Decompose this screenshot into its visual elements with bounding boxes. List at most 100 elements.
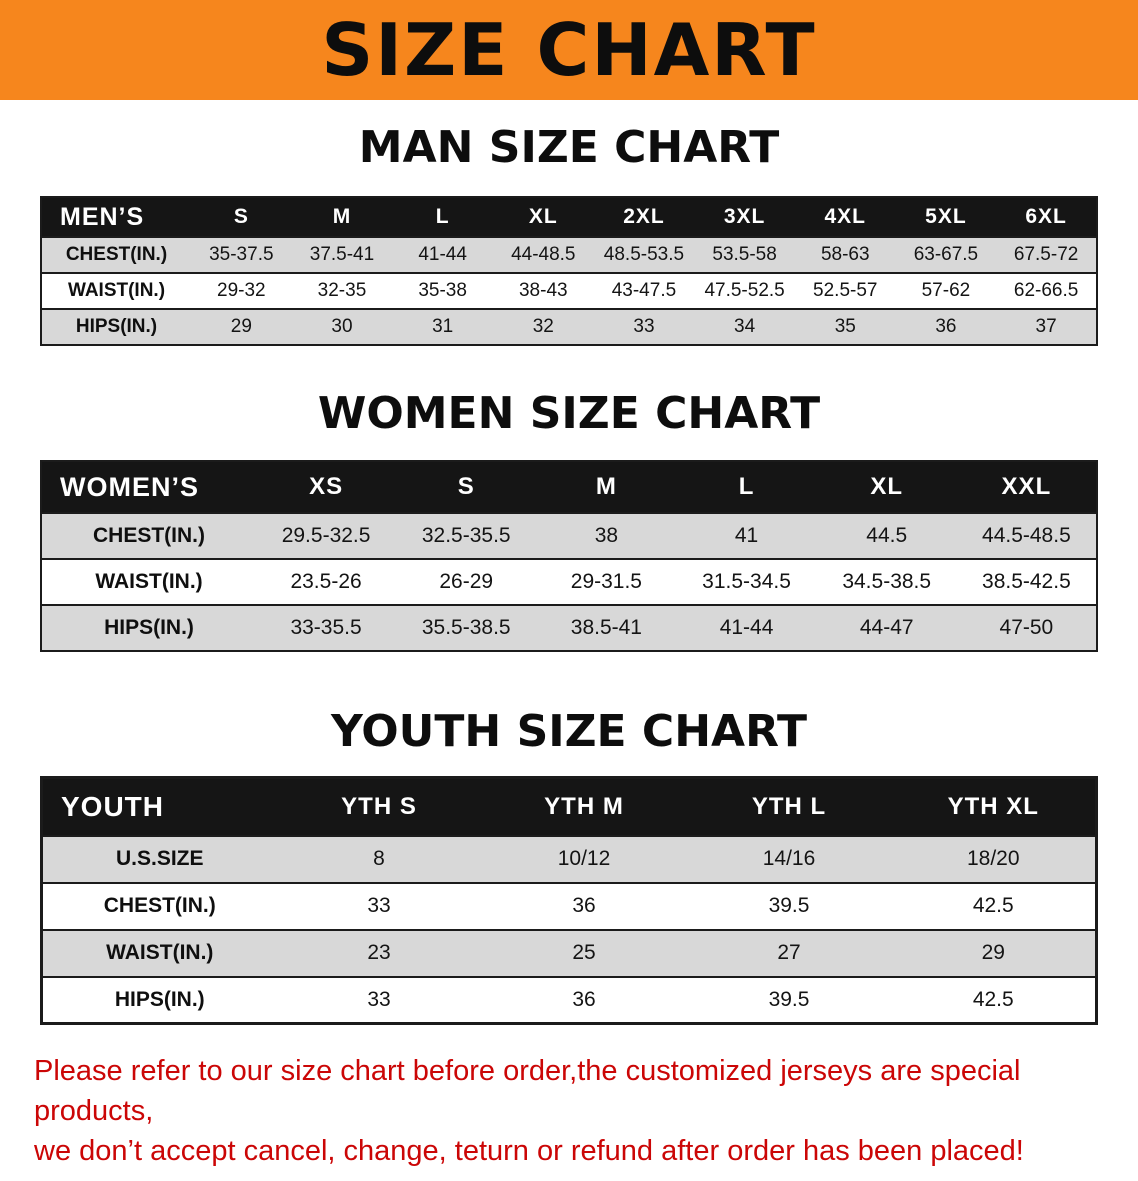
row-label: CHEST(IN.) bbox=[103, 894, 216, 917]
size-header-cell: XL bbox=[816, 461, 957, 513]
size-value-cell: 25 bbox=[572, 941, 596, 964]
size-header-cell: XL bbox=[492, 197, 594, 237]
size-value-cell: 36 bbox=[572, 987, 596, 1011]
size-value-cell: 29-32 bbox=[217, 280, 266, 301]
disclaimer: Please refer to our size chart before or… bbox=[34, 1051, 1104, 1171]
size-value-cell: 47.5-52.5 bbox=[704, 280, 785, 301]
youth-section: YOUTH SIZE CHART YOUTH YTH S YTH M YTH L YTH… bbox=[0, 710, 1138, 1025]
size-value-cell: 53.5-58 bbox=[712, 244, 777, 265]
size-header-cell: 6XL bbox=[996, 197, 1097, 237]
size-value-cell: 27 bbox=[777, 941, 801, 964]
size-value-cell: 29 bbox=[230, 316, 252, 337]
size-value-cell: 37.5-41 bbox=[309, 244, 375, 265]
table-row: HIPS(IN.) 33 36 39.5 42.5 bbox=[41, 976, 1097, 1024]
size-value-cell: 52.5-57 bbox=[813, 280, 878, 301]
size-header-cell: L bbox=[392, 197, 493, 237]
size-value-cell: 33-35.5 bbox=[290, 616, 362, 639]
size-header-cell: 3XL bbox=[694, 197, 795, 237]
row-label: HIPS(IN.) bbox=[104, 616, 194, 639]
table-title-cell: YOUTH bbox=[41, 777, 277, 836]
disclaimer-line-1: Please refer to our size chart before or… bbox=[34, 1055, 1021, 1127]
table-header-row: MEN’S S M L XL 2XL 3XL 4XL 5XL 6XL bbox=[41, 197, 1097, 237]
men-size-table: MEN’S S M L XL 2XL 3XL 4XL 5XL 6XL CHEST(IN.) 35-37… bbox=[40, 196, 1098, 346]
row-label: WAIST(IN.) bbox=[95, 570, 203, 593]
size-value-cell: 26-29 bbox=[439, 570, 494, 593]
size-value-cell: 62-66.5 bbox=[1013, 280, 1079, 301]
size-value-cell: 44.5 bbox=[866, 524, 908, 547]
size-value-cell: 44-47 bbox=[859, 616, 914, 639]
size-value-cell: 18/20 bbox=[966, 847, 1020, 870]
table-row: WAIST(IN.) 23.5-26 26-29 29-31.5 31.5-34.5 34… bbox=[41, 559, 1097, 605]
size-value-cell: 29-31.5 bbox=[570, 570, 642, 593]
size-value-cell: 29.5-32.5 bbox=[281, 524, 371, 547]
size-value-cell: 36 bbox=[935, 316, 957, 337]
size-header-cell: S bbox=[396, 461, 537, 513]
size-header-cell: 2XL bbox=[593, 197, 695, 237]
men-section: MAN SIZE CHART MEN’S S M L XL 2XL 3XL 4XL 5XL 6XL… bbox=[0, 126, 1138, 346]
size-value-cell: 14/16 bbox=[762, 847, 816, 870]
table-row: HIPS(IN.) 29 30 31 32 33 34 35 36 37 bbox=[41, 309, 1097, 345]
men-section-title: MAN SIZE CHART bbox=[358, 122, 780, 173]
size-header-cell: XS bbox=[256, 461, 397, 513]
size-value-cell: 42.5 bbox=[972, 987, 1014, 1011]
row-label: CHEST(IN.) bbox=[65, 244, 168, 265]
size-value-cell: 47-50 bbox=[999, 616, 1054, 639]
size-value-cell: 30 bbox=[331, 316, 353, 337]
size-value-cell: 10/12 bbox=[557, 847, 611, 870]
size-header-cell: L bbox=[676, 461, 817, 513]
table-header-row: YOUTH YTH S YTH M YTH L YTH XL bbox=[41, 777, 1097, 836]
table-row: U.S.SIZE 8 10/12 14/16 18/20 bbox=[41, 835, 1097, 883]
size-header-cell: YTH M bbox=[481, 777, 687, 836]
size-value-cell: 23 bbox=[367, 941, 391, 964]
size-value-cell: 67.5-72 bbox=[1013, 244, 1079, 265]
size-value-cell: 8 bbox=[373, 847, 385, 870]
youth-section-title: YOUTH SIZE CHART bbox=[330, 706, 807, 757]
page-title: SIZE CHART bbox=[321, 8, 817, 92]
size-value-cell: 32.5-35.5 bbox=[421, 524, 511, 547]
size-value-cell: 63-67.5 bbox=[913, 244, 979, 265]
size-header-cell: S bbox=[191, 197, 292, 237]
table-row: CHEST(IN.) 35-37.5 37.5-41 41-44 44-48.5 48.5… bbox=[41, 237, 1097, 273]
table-header-row: WOMEN’S XS S M L XL XXL bbox=[41, 461, 1097, 513]
table-row: HIPS(IN.) 33-35.5 35.5-38.5 38.5-41 41-44 44-… bbox=[41, 605, 1097, 651]
size-header-cell: XXL bbox=[956, 461, 1097, 513]
row-label: HIPS(IN.) bbox=[75, 316, 158, 337]
size-header-cell: M bbox=[536, 461, 677, 513]
size-value-cell: 39.5 bbox=[768, 987, 810, 1011]
women-section-title: WOMEN SIZE CHART bbox=[317, 388, 821, 439]
row-label: WAIST(IN.) bbox=[106, 941, 214, 964]
size-value-cell: 48.5-53.5 bbox=[603, 244, 685, 265]
size-value-cell: 33 bbox=[367, 987, 391, 1011]
size-value-cell: 34 bbox=[734, 316, 756, 337]
youth-size-table: YOUTH YTH S YTH M YTH L YTH XL U.S.SIZE 8 10/12… bbox=[40, 776, 1098, 1025]
size-value-cell: 33 bbox=[633, 316, 655, 337]
size-value-cell: 43-47.5 bbox=[611, 280, 677, 301]
size-value-cell: 36 bbox=[572, 894, 596, 917]
size-value-cell: 37 bbox=[1035, 316, 1057, 337]
table-row: CHEST(IN.) 29.5-32.5 32.5-35.5 38 41 44.5 44.5… bbox=[41, 513, 1097, 559]
table-row: CHEST(IN.) 33 36 39.5 42.5 bbox=[41, 882, 1097, 930]
size-value-cell: 38.5-42.5 bbox=[982, 570, 1071, 593]
size-value-cell: 35 bbox=[834, 316, 856, 337]
table-row: WAIST(IN.) 23 25 27 29 bbox=[41, 929, 1097, 977]
size-header-cell: M bbox=[291, 197, 393, 237]
size-value-cell: 44-48.5 bbox=[511, 244, 576, 265]
size-value-cell: 57-62 bbox=[921, 280, 971, 301]
size-header-cell: YTH S bbox=[276, 777, 482, 836]
size-header-cell: 5XL bbox=[895, 197, 997, 237]
size-value-cell: 38.5-41 bbox=[570, 616, 642, 639]
size-header-cell: YTH XL bbox=[891, 777, 1097, 836]
disclaimer-line-2: we don’t accept cancel, change, teturn o… bbox=[34, 1135, 1024, 1167]
size-value-cell: 35-37.5 bbox=[209, 244, 274, 265]
size-value-cell: 31.5-34.5 bbox=[702, 570, 791, 593]
size-header-cell: YTH L bbox=[686, 777, 892, 836]
size-value-cell: 32-35 bbox=[317, 280, 367, 301]
size-value-cell: 23.5-26 bbox=[290, 570, 362, 593]
size-value-cell: 44.5-48.5 bbox=[982, 524, 1071, 547]
size-header-cell: 4XL bbox=[794, 197, 896, 237]
women-size-table: WOMEN’S XS S M L XL XXL CHEST(IN.) 29.5-32.5 32.5… bbox=[40, 460, 1098, 652]
size-value-cell: 39.5 bbox=[768, 894, 810, 917]
size-value-cell: 41 bbox=[734, 524, 759, 547]
size-value-cell: 31 bbox=[432, 316, 454, 337]
